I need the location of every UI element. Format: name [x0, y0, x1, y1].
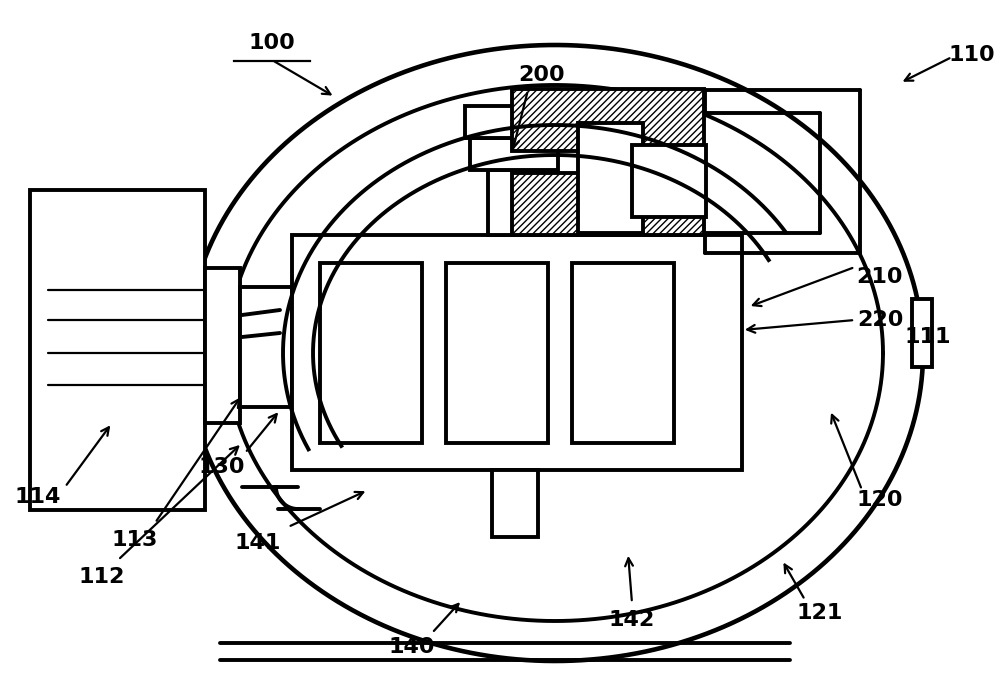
Text: 200: 200 [519, 65, 565, 85]
Text: 141: 141 [235, 533, 281, 553]
Bar [632, 145, 706, 217]
Text: 114: 114 [15, 487, 61, 507]
Bar [470, 138, 558, 170]
Bar [912, 299, 932, 367]
Text: 111: 111 [905, 327, 951, 347]
Text: 121: 121 [797, 603, 843, 623]
Bar [446, 263, 548, 443]
Text: 100: 100 [249, 33, 295, 53]
Bar [512, 173, 704, 235]
Bar [512, 89, 704, 151]
Text: 210: 210 [857, 267, 903, 287]
Bar [492, 470, 538, 537]
Text: 113: 113 [112, 530, 158, 550]
Text: 142: 142 [609, 610, 655, 630]
Bar [578, 123, 643, 233]
Bar [30, 190, 205, 510]
Text: 220: 220 [857, 310, 903, 330]
Bar [572, 263, 674, 443]
Text: 130: 130 [199, 457, 245, 477]
Text: 120: 120 [857, 490, 903, 510]
Bar [320, 263, 422, 443]
Text: 110: 110 [949, 45, 995, 65]
Bar [240, 287, 292, 407]
Text: 140: 140 [389, 637, 435, 657]
Text: 112: 112 [79, 567, 125, 587]
Bar [292, 235, 742, 470]
Bar [488, 170, 543, 235]
Bar [205, 268, 240, 423]
Bar [465, 106, 515, 138]
